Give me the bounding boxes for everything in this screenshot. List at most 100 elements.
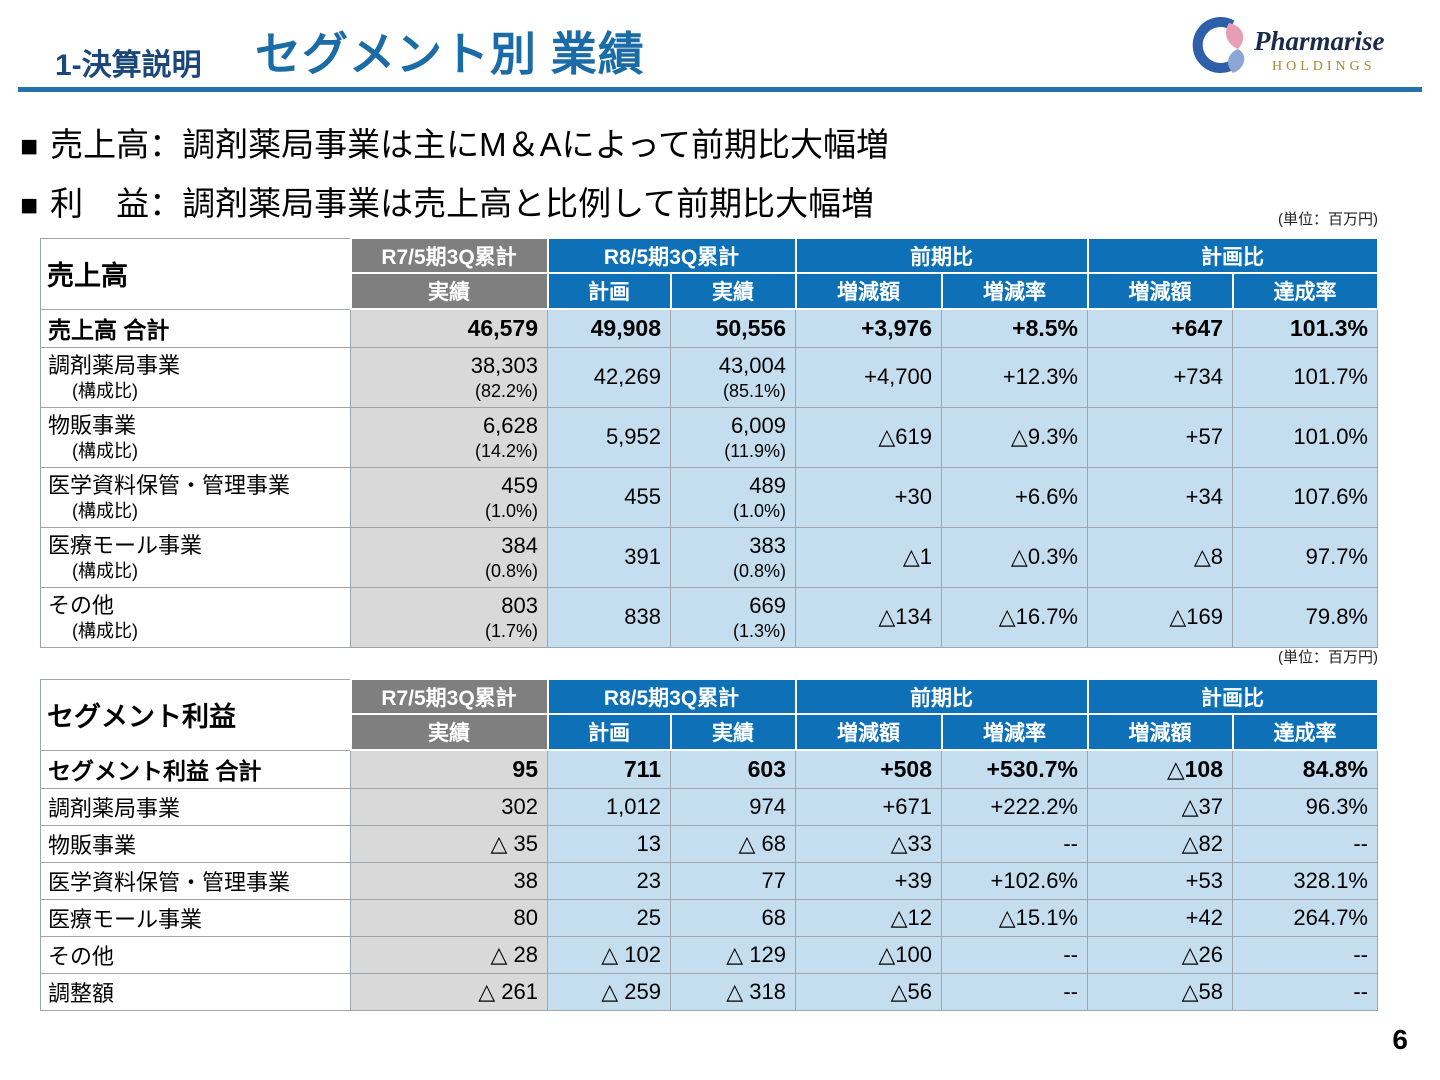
value-cell: △26	[1087, 935, 1233, 974]
sales-header-row-1: 売上高 R7/5期3Q累計 R8/5期3Q累計 前期比 計画比	[40, 237, 1379, 310]
row-label: 医療モール事業	[40, 898, 351, 937]
value-cell: +8.5%	[941, 308, 1088, 348]
col-subheader-plan-amount: 増減額	[1086, 713, 1234, 751]
table-row: 物販事業 (構成比) 6,628 (14.2%) 5,952 6,009 (11…	[40, 406, 1378, 468]
sales-header-row-2: 実績 計画 実績 増減額 増減率 増減額 達成率	[41, 272, 1379, 310]
value-cell: +671	[795, 787, 942, 826]
bullet-profit-text: 利 益：調剤薬局事業は売上高と比例して前期比大幅増	[50, 185, 875, 222]
page-title: セグメント別 業績	[255, 28, 645, 80]
bullet-profit: ■ 利 益：調剤薬局事業は売上高と比例して前期比大幅増	[20, 175, 889, 234]
col-subheader-actual-r8: 実績	[669, 713, 797, 751]
value-cell: 264.7%	[1232, 898, 1378, 937]
col-subheader-plan: 計画	[546, 713, 672, 751]
value-cell: △33	[795, 824, 942, 863]
value-cell: 711	[547, 749, 671, 789]
row-label: 調剤薬局事業 (構成比)	[40, 346, 351, 408]
value-cell: +42	[1087, 898, 1233, 937]
value-cell: △9.3%	[941, 406, 1088, 468]
value-cell: 5,952	[547, 406, 671, 468]
value-cell: +508	[795, 749, 942, 789]
value-cell: 1,012	[547, 787, 671, 826]
value-cell: 25	[547, 898, 671, 937]
value-cell: +647	[1087, 308, 1233, 348]
logo-subtext: HOLDINGS	[1272, 59, 1376, 74]
col-subheader-yoy-amount: 増減額	[794, 713, 943, 751]
value-cell: 13	[547, 824, 671, 863]
value-cell: △15.1%	[941, 898, 1088, 937]
unit-label-profit: (単位：百万円)	[1278, 649, 1378, 666]
value-cell: --	[941, 935, 1088, 974]
value-cell: 79.8%	[1232, 586, 1378, 648]
value-cell: △0.3%	[941, 526, 1088, 588]
profit-table-title-cell: セグメント利益	[40, 678, 351, 751]
col-subheader-achievement: 達成率	[1231, 713, 1379, 751]
value-cell: △ 261	[350, 972, 548, 1011]
value-cell: △ 259	[547, 972, 671, 1011]
value-cell: 803 (1.7%)	[350, 586, 548, 648]
value-cell: 84.8%	[1232, 749, 1378, 789]
col-header-vs-plan: 計画比	[1086, 237, 1379, 274]
table-row: 医療モール事業 80 25 68 △12 △15.1% +42 264.7%	[40, 898, 1378, 937]
value-cell: 6,628 (14.2%)	[350, 406, 548, 468]
summary-bullets: ■ 売上高：調剤薬局事業は主にM＆Aによって前期比大幅増 ■ 利 益：調剤薬局事業は…	[20, 116, 889, 234]
value-cell: 49,908	[547, 308, 671, 348]
value-cell: △58	[1087, 972, 1233, 1011]
sales-total-row: 売上高 合計 46,579 49,908 50,556 +3,976 +8.5%…	[40, 308, 1378, 348]
col-subheader-actual-r8: 実績	[669, 272, 797, 310]
pharmarise-logo-icon	[1192, 17, 1245, 73]
value-cell: △169	[1087, 586, 1233, 648]
table-row: 医療モール事業 (構成比) 384 (0.8%) 391 383 (0.8%) …	[40, 526, 1378, 588]
value-cell: 46,579	[350, 308, 548, 348]
table-row: 医学資料保管・管理事業 38 23 77 +39 +102.6% +53 328…	[40, 861, 1378, 900]
value-cell: +3,976	[795, 308, 942, 348]
table-row: 調剤薬局事業 (構成比) 38,303 (82.2%) 42,269 43,00…	[40, 346, 1378, 408]
bullet-sales: ■ 売上高：調剤薬局事業は主にM＆Aによって前期比大幅増	[20, 116, 889, 175]
bullet-square-icon: ■	[20, 130, 39, 163]
value-cell: 974	[670, 787, 796, 826]
value-cell: +34	[1087, 466, 1233, 528]
value-cell: △ 68	[670, 824, 796, 863]
value-cell: △ 318	[670, 972, 796, 1011]
value-cell: +12.3%	[941, 346, 1088, 408]
section-label: 1-決算説明	[55, 49, 202, 82]
value-cell: 383 (0.8%)	[670, 526, 796, 588]
profit-total-row: セグメント利益 合計 95 711 603 +508 +530.7% △108 …	[40, 749, 1378, 789]
value-cell: 68	[670, 898, 796, 937]
table-row: その他 (構成比) 803 (1.7%) 838 669 (1.3%) △134…	[40, 586, 1378, 648]
value-cell: △ 28	[350, 935, 548, 974]
value-cell: --	[1232, 972, 1378, 1011]
row-label: 物販事業	[40, 824, 351, 863]
value-cell: 23	[547, 861, 671, 900]
table-row: 調剤薬局事業 302 1,012 974 +671 +222.2% △37 96…	[40, 787, 1378, 826]
value-cell: △134	[795, 586, 942, 648]
profit-table: セグメント利益 R7/5期3Q累計 R8/5期3Q累計 前期比 計画比 実績 計…	[40, 678, 1379, 1011]
value-cell: 107.6%	[1232, 466, 1378, 528]
value-cell: 459 (1.0%)	[350, 466, 548, 528]
col-subheader-plan-amount: 増減額	[1086, 272, 1234, 310]
col-subheader-yoy-rate: 増減率	[940, 713, 1089, 751]
value-cell: --	[1232, 935, 1378, 974]
value-cell: 101.7%	[1232, 346, 1378, 408]
row-label: 医学資料保管・管理事業 (構成比)	[40, 466, 351, 528]
value-cell: 101.3%	[1232, 308, 1378, 348]
value-cell: △8	[1087, 526, 1233, 588]
row-label: 医学資料保管・管理事業	[40, 861, 351, 900]
value-cell: △108	[1087, 749, 1233, 789]
value-cell: 302	[350, 787, 548, 826]
col-header-yoy: 前期比	[794, 678, 1089, 715]
value-cell: 669 (1.3%)	[670, 586, 796, 648]
value-cell: 101.0%	[1232, 406, 1378, 468]
col-header-yoy: 前期比	[794, 237, 1089, 274]
value-cell: 43,004 (85.1%)	[670, 346, 796, 408]
unit-label-sales: (単位：百万円)	[1278, 211, 1378, 228]
col-subheader-actual-r7: 実績	[349, 713, 549, 751]
value-cell: 50,556	[670, 308, 796, 348]
value-cell: 42,269	[547, 346, 671, 408]
row-label: 物販事業 (構成比)	[40, 406, 351, 468]
value-cell: 455	[547, 466, 671, 528]
value-cell: +39	[795, 861, 942, 900]
value-cell: △37	[1087, 787, 1233, 826]
col-header-r7: R7/5期3Q累計	[349, 678, 549, 715]
row-label: セグメント利益 合計	[40, 749, 351, 789]
